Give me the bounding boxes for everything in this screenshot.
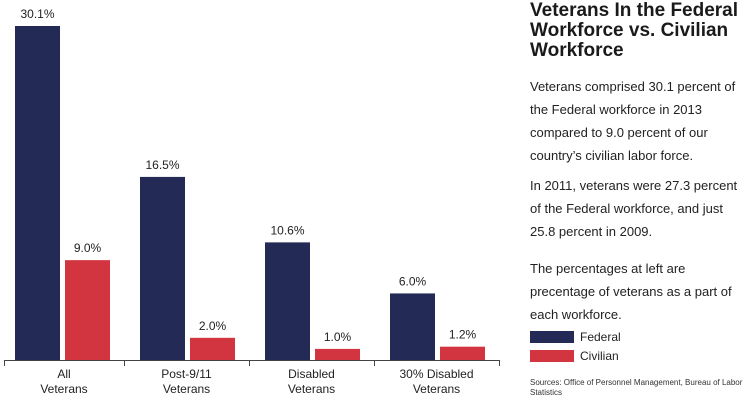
bar-civilian-2 — [190, 337, 235, 360]
data-label-civilian-1: 9.0% — [74, 241, 102, 255]
bar-federal-1 — [15, 26, 60, 360]
category-label-3: Disabled Veterans — [288, 367, 335, 396]
paragraph-1: Veterans comprised 30.1 percent of the F… — [530, 79, 736, 163]
chart-title: Veterans In the Federal Workforce vs. Ci… — [530, 0, 739, 61]
bar-civilian-4 — [440, 346, 485, 360]
data-label-federal-2: 16.5% — [145, 158, 179, 172]
info-panel: Veterans In the Federal Workforce vs. Ci… — [530, 0, 746, 397]
category-label-2: Post-9/11 Veterans — [161, 367, 212, 396]
legend-item-federal: Federal — [530, 328, 621, 345]
legend-label-civilian: Civilian — [580, 348, 619, 363]
category-label-1: All Veterans — [40, 367, 87, 396]
legend-swatch-civilian — [530, 349, 574, 362]
bar-federal-2 — [140, 176, 185, 360]
bar-federal-4 — [390, 293, 435, 360]
data-label-federal-1: 30.1% — [20, 7, 54, 21]
bar-federal-3 — [265, 242, 310, 360]
data-label-civilian-2: 2.0% — [199, 319, 227, 333]
bar-chart: 30.1% 9.0% All Veterans 16.5% 2.0% Post-9/11 Ve… — [4, 7, 500, 396]
data-label-federal-3: 10.6% — [270, 223, 304, 237]
data-label-civilian-4: 1.2% — [449, 328, 477, 342]
legend: Federal Civilian — [530, 328, 621, 366]
data-label-civilian-3: 1.0% — [324, 330, 352, 344]
legend-item-civilian: Civilian — [530, 347, 621, 364]
sources-note: Sources: Office of Personnel Management,… — [530, 378, 743, 397]
paragraph-2: In 2011, veterans were 27.3 percent of t… — [530, 178, 738, 239]
legend-swatch-federal — [530, 330, 574, 343]
paragraph-3: The percentages at left are precentage o… — [530, 261, 732, 322]
legend-label-federal: Federal — [580, 329, 621, 344]
bar-civilian-1 — [65, 260, 110, 360]
bar-civilian-3 — [315, 348, 360, 360]
category-label-4: 30% Disabled Veterans — [399, 367, 473, 396]
data-label-federal-4: 6.0% — [399, 274, 427, 288]
